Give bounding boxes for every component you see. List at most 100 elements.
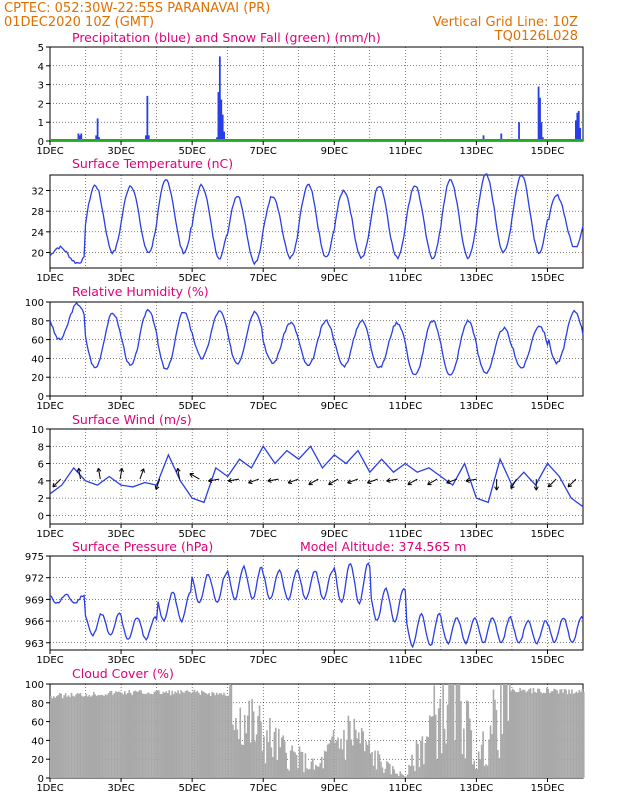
- wind-arrow: [96, 467, 102, 480]
- panel-5: 0 20 40 60 80 100 1DEC 3DEC 5DEC 7DEC 9DEC 11DEC 13D…: [25, 680, 585, 794]
- cloud-cover-bar: [560, 689, 563, 778]
- wind-arrow-head: [446, 479, 451, 485]
- cloud-cover-bar: [489, 725, 492, 778]
- cloud-cover-bar: [279, 747, 282, 778]
- cloud-cover-bar: [203, 692, 206, 778]
- cloud-cover-bar: [436, 759, 439, 778]
- cloud-cover-bar: [437, 708, 440, 778]
- cloud-cover-bar: [141, 693, 144, 778]
- cloud-cover-bar: [451, 684, 453, 778]
- cloud-cover-bar: [89, 696, 92, 778]
- cloud-cover-bar: [414, 770, 416, 778]
- cloud-cover-bar: [72, 695, 74, 778]
- cloud-cover-bar: [152, 694, 154, 778]
- temperature-title: Surface Temperature (nC): [72, 156, 233, 171]
- cloud-cover-bar: [545, 687, 548, 778]
- cloud-cover-bar: [394, 773, 397, 778]
- x-tick-label: 1DEC: [36, 655, 63, 666]
- cloud-cover-bar: [547, 688, 550, 778]
- cloud-cover-bar: [232, 724, 234, 778]
- cloud-cover-bar: [92, 691, 95, 778]
- cloud-cover-bar: [184, 690, 187, 778]
- x-tick-label: 3DEC: [107, 783, 134, 794]
- wind-arrow-head: [308, 480, 313, 486]
- cloud-cover-bar: [278, 728, 280, 778]
- cloud-cover-bar: [519, 687, 521, 778]
- cloud-cover-bar: [427, 737, 430, 778]
- cloud-cover-bar: [208, 692, 210, 778]
- humidity-series: [49, 301, 584, 376]
- cloud-cover-bar: [205, 693, 208, 778]
- cloud-cover-bar: [70, 692, 73, 778]
- cloud-cover-bar: [483, 766, 486, 778]
- cloud-cover-bar: [498, 758, 501, 778]
- cloud-cover-bar: [534, 691, 536, 778]
- cloud-cover-bar: [54, 697, 57, 778]
- cloud-cover-bar: [304, 753, 307, 778]
- wind-arrow-head: [248, 479, 253, 485]
- x-tick-label: 9DEC: [321, 783, 348, 794]
- cloud-cover-bar: [84, 696, 86, 778]
- cloud-cover-bar: [242, 744, 245, 778]
- x-tick-label: 7DEC: [250, 146, 277, 157]
- cloud-cover-bar: [562, 692, 564, 778]
- wind-arrow: [494, 479, 500, 491]
- cloud-cover-bar: [107, 693, 110, 778]
- y-tick-label: 10: [31, 425, 44, 436]
- cloud-cover-bar: [340, 738, 342, 778]
- cloud-cover-bar: [294, 752, 296, 778]
- cloud-cover-bar: [383, 772, 385, 778]
- cloud-cover-bar: [64, 693, 67, 778]
- cloud-cover-bar: [87, 696, 89, 778]
- cloud-cover-bar: [548, 693, 551, 778]
- x-tick-label: 11DEC: [388, 783, 422, 794]
- y-tick-label: 2: [38, 494, 44, 505]
- cloud-cover-bar: [171, 690, 173, 778]
- wind-arrow-head: [347, 479, 352, 485]
- y-tick-label: 0: [38, 137, 44, 148]
- cloud-cover-bar: [405, 776, 407, 778]
- cloud-cover-bar: [270, 747, 273, 778]
- cloud-cover-bar: [312, 758, 314, 778]
- cloud-cover-bar: [180, 690, 182, 778]
- cloud-cover-bar: [168, 690, 171, 778]
- cloud-cover-bar: [368, 740, 370, 778]
- cloud-cover-bar: [571, 689, 573, 778]
- cloud-cover-bar: [166, 693, 169, 778]
- wind-arrow-head: [367, 479, 372, 485]
- cloud-cover-bar: [292, 751, 295, 778]
- wind-arrow: [465, 477, 477, 483]
- pressure-series: [49, 562, 584, 649]
- x-tick-label: 11DEC: [388, 273, 422, 284]
- cloud-cover-bar: [508, 684, 511, 778]
- y-tick-label: 4: [38, 477, 44, 488]
- precipitation-title: Precipitation (blue) and Snow Fall (gree…: [72, 30, 381, 45]
- y-tick-label: 6: [38, 460, 44, 471]
- x-tick-label: 13DEC: [460, 783, 494, 794]
- cloud-cover-bar: [500, 684, 502, 778]
- wind-arrow-shaft: [267, 478, 279, 482]
- cloud-cover-bar: [218, 693, 221, 778]
- x-tick-label: 7DEC: [250, 401, 277, 412]
- x-tick-label: 9DEC: [321, 146, 348, 157]
- y-tick-label: 0: [38, 511, 44, 522]
- cloud-cover-bar: [202, 691, 205, 778]
- cloud-cover-bar: [423, 764, 425, 778]
- precipitation-bar: [220, 99, 223, 141]
- cloud-cover-bar: [177, 690, 179, 778]
- precipitation-bar: [539, 97, 541, 141]
- cloud-cover-bar: [418, 767, 421, 778]
- cloud-cover-bar: [240, 744, 243, 778]
- cloud-cover-bar: [164, 692, 166, 778]
- cloud-cover-bar: [356, 738, 359, 778]
- pressure-title: Surface Pressure (hPa): [72, 539, 213, 554]
- cloud-cover-bar: [129, 692, 132, 778]
- x-tick-label: 13DEC: [460, 146, 494, 157]
- cloud-cover-bar: [343, 730, 345, 778]
- cloud-cover-bar: [448, 684, 450, 778]
- y-tick-label: 5: [38, 43, 44, 54]
- wind-arrow-head: [189, 473, 194, 478]
- cloud-cover-bar: [566, 694, 569, 778]
- x-tick-label: 15DEC: [531, 529, 565, 540]
- y-tick-label: 80: [31, 317, 44, 328]
